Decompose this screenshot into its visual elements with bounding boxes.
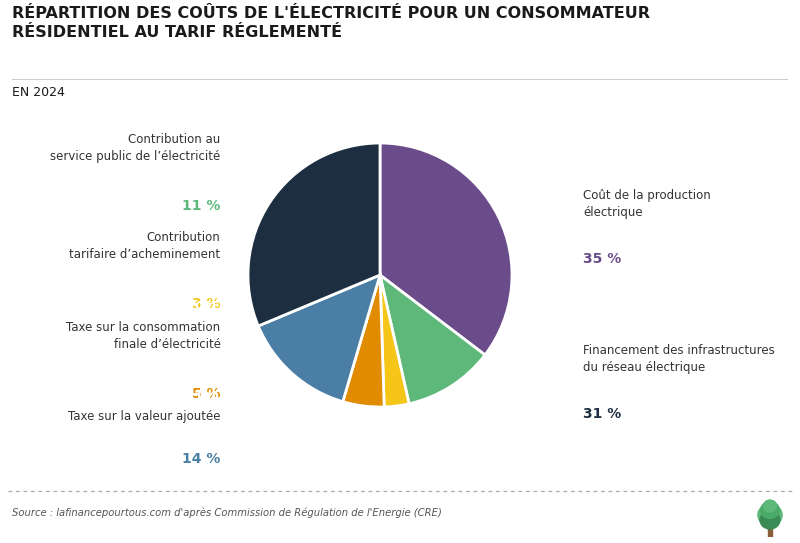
Circle shape: [761, 502, 779, 519]
Wedge shape: [343, 275, 384, 407]
Text: TCFE: TCFE: [188, 300, 221, 313]
Wedge shape: [248, 143, 380, 326]
Text: Fourniture: Fourniture: [583, 162, 653, 175]
Text: Coût de la production
électrique: Coût de la production électrique: [583, 189, 710, 219]
Text: 11 %: 11 %: [182, 199, 221, 213]
Text: 5 %: 5 %: [192, 387, 221, 401]
Text: EN 2024: EN 2024: [12, 85, 65, 98]
Text: Financement des infrastructures
du réseau électrique: Financement des infrastructures du résea…: [583, 344, 774, 374]
Text: 3 %: 3 %: [192, 297, 221, 311]
Text: CTA: CTA: [195, 210, 221, 223]
Circle shape: [760, 511, 780, 529]
Text: Contribution au
service public de l’électricité: Contribution au service public de l’élec…: [50, 133, 221, 163]
Text: Taxe sur la consommation
finale d’électricité: Taxe sur la consommation finale d’électr…: [66, 321, 221, 351]
Text: Contribution
tarifaire d’acheminement: Contribution tarifaire d’acheminement: [70, 231, 221, 261]
Text: RÉPARTITION DES COÛTS DE L'ÉLECTRICITÉ POUR UN CONSOMMATEUR
RÉSIDENTIEL AU TARIF: RÉPARTITION DES COÛTS DE L'ÉLECTRICITÉ P…: [12, 6, 650, 40]
Text: Réseau: Réseau: [583, 317, 631, 330]
Bar: [768, 528, 772, 537]
Wedge shape: [380, 275, 409, 407]
Circle shape: [758, 504, 782, 526]
Text: TVA: TVA: [195, 389, 221, 402]
Text: Taxe sur la valeur ajoutée: Taxe sur la valeur ajoutée: [68, 410, 221, 423]
Wedge shape: [258, 275, 380, 402]
Text: 14 %: 14 %: [182, 452, 221, 466]
Circle shape: [763, 500, 777, 512]
Wedge shape: [380, 275, 485, 404]
Text: CSPE: CSPE: [186, 111, 221, 124]
Text: 35 %: 35 %: [583, 252, 621, 266]
Wedge shape: [380, 143, 512, 355]
Text: 31 %: 31 %: [583, 407, 621, 421]
Text: Source : lafinancepourtous.com d'après Commission de Régulation de l'Energie (CR: Source : lafinancepourtous.com d'après C…: [12, 507, 442, 518]
